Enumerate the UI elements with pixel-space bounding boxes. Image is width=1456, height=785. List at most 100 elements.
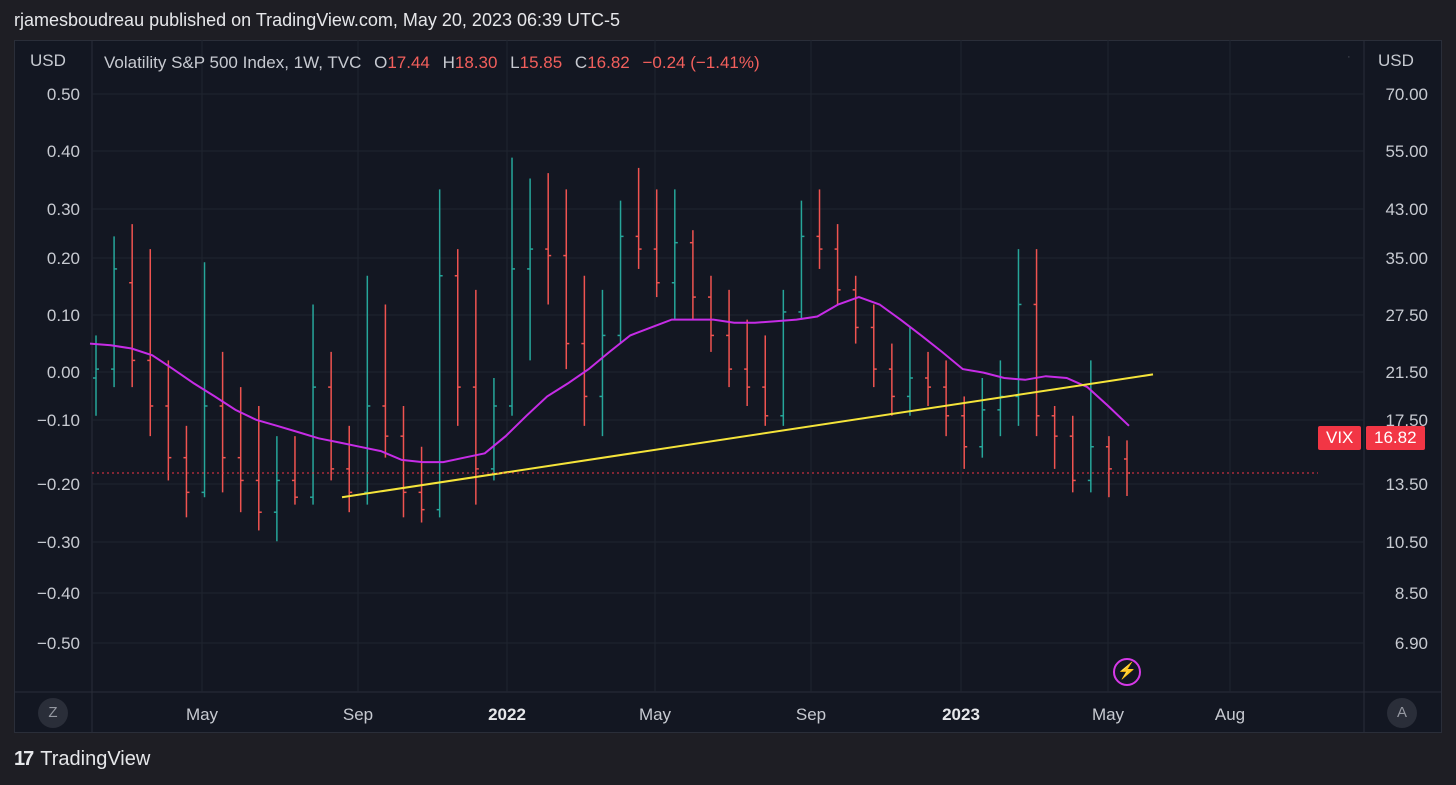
left-axis-tick: 0.50 bbox=[47, 85, 80, 104]
ohlc-bar bbox=[943, 360, 950, 437]
left-axis-tick: −0.40 bbox=[37, 584, 80, 603]
ohlc-bar bbox=[870, 304, 877, 388]
legend-low-label: L bbox=[510, 53, 520, 72]
ohlc-bar bbox=[888, 343, 895, 416]
legend-close-label: C bbox=[574, 53, 588, 72]
left-axis-tick: 0.30 bbox=[47, 200, 80, 219]
right-axis-tick: 13.50 bbox=[1385, 475, 1428, 494]
ohlc-bar bbox=[925, 351, 932, 406]
ohlc-bar bbox=[581, 275, 588, 426]
time-axis-tick: Sep bbox=[343, 705, 373, 724]
ohlc-bar bbox=[1087, 360, 1094, 493]
price-tag-symbol: VIX bbox=[1318, 426, 1362, 450]
ohlc-bar bbox=[147, 249, 154, 437]
ohlc-bar bbox=[382, 304, 389, 458]
legend-open-label: O bbox=[374, 53, 388, 72]
ohlc-bar bbox=[346, 425, 353, 513]
left-axis-tick: −0.20 bbox=[37, 475, 80, 494]
right-axis-tick: 6.90 bbox=[1395, 634, 1428, 653]
right-axis-tick: 8.50 bbox=[1395, 584, 1428, 603]
right-axis-unit: USD bbox=[1378, 51, 1414, 70]
time-axis[interactable]: May Sep 2022 May Sep 2023 May Aug bbox=[186, 705, 1245, 724]
ohlc-bar bbox=[255, 405, 262, 531]
time-axis-tick: Sep bbox=[796, 705, 826, 724]
ohlc-bar bbox=[291, 436, 298, 505]
ohlc-bar bbox=[834, 224, 841, 305]
chart-area[interactable]: 0.50 0.40 0.30 0.20 0.10 0.00 −0.10 −0.20 −0.30 −… bbox=[14, 40, 1442, 733]
publisher-line: rjamesboudreau published on TradingView.… bbox=[14, 10, 621, 30]
time-axis-tick: May bbox=[639, 705, 672, 724]
time-axis-tick: 2023 bbox=[942, 705, 980, 724]
ohlc-bar bbox=[852, 275, 859, 344]
ohlc-bar bbox=[1015, 249, 1022, 426]
ohlc-bar bbox=[707, 275, 714, 352]
ohlc-bar bbox=[1105, 436, 1112, 498]
ohlc-bar bbox=[689, 230, 696, 320]
ohlc-bar bbox=[653, 189, 660, 298]
legend-low-value: 15.85 bbox=[519, 53, 563, 72]
ohlc-bar bbox=[509, 157, 516, 416]
right-axis-tick: 43.00 bbox=[1385, 200, 1428, 219]
right-axis-tick: 70.00 bbox=[1385, 85, 1428, 104]
trendline[interactable] bbox=[341, 373, 1154, 499]
tradingview-brand-text: TradingView bbox=[40, 748, 151, 770]
ohlc-bars bbox=[93, 157, 1130, 542]
right-axis-tick: 55.00 bbox=[1385, 142, 1428, 161]
tradingview-brand[interactable]: 17 TradingView bbox=[14, 748, 150, 771]
ohlc-bar bbox=[1051, 405, 1058, 469]
ohlc-bar bbox=[129, 224, 136, 388]
left-axis[interactable]: 0.50 0.40 0.30 0.20 0.10 0.00 −0.10 −0.20 −0.30 −… bbox=[37, 85, 80, 653]
left-axis-tick: −0.30 bbox=[37, 533, 80, 552]
legend-change: −0.24 (−1.41%) bbox=[642, 53, 760, 72]
ohlc-bar bbox=[201, 262, 208, 498]
ohlc-bar bbox=[454, 249, 461, 426]
moving-average-line bbox=[89, 296, 1130, 464]
ohlc-bar bbox=[979, 378, 986, 458]
price-tag-value: 16.82 bbox=[1366, 426, 1425, 450]
time-axis-tick: May bbox=[1092, 705, 1125, 724]
left-axis-tick: 0.40 bbox=[47, 142, 80, 161]
ohlc-bar bbox=[798, 200, 805, 320]
right-axis-tick: 10.50 bbox=[1385, 533, 1428, 552]
ohlc-bar bbox=[816, 189, 823, 269]
legend-close-value: 16.82 bbox=[587, 53, 630, 72]
ohlc-bar bbox=[545, 173, 552, 305]
ohlc-bar bbox=[93, 335, 99, 416]
ohlc-bar bbox=[726, 289, 733, 388]
ohlc-bar bbox=[563, 189, 570, 370]
ohlc-bar bbox=[472, 289, 479, 505]
right-axis-tick: 27.50 bbox=[1385, 306, 1428, 325]
time-axis-tick: Aug bbox=[1215, 705, 1245, 724]
ohlc-bar bbox=[599, 289, 606, 437]
lightning-bolt-icon[interactable]: ⚡ bbox=[1113, 658, 1141, 686]
ohlc-bar bbox=[780, 289, 787, 426]
right-axis-tick: 21.50 bbox=[1385, 363, 1428, 382]
ohlc-bar bbox=[490, 378, 497, 481]
legend-symbol: Volatility S&P 500 Index, 1W, TVC bbox=[104, 53, 362, 72]
right-axis[interactable]: 70.00 55.00 43.00 35.00 27.50 21.50 17.50 13.50… bbox=[1385, 85, 1428, 653]
time-axis-tick: May bbox=[186, 705, 219, 724]
ohlc-bar bbox=[183, 425, 190, 518]
left-axis-tick: −0.10 bbox=[37, 411, 80, 430]
right-axis-tick: 17.50 bbox=[1385, 411, 1428, 430]
left-axis-tick: 0.00 bbox=[47, 363, 80, 382]
left-axis-tick: −0.50 bbox=[37, 634, 80, 653]
ohlc-bar bbox=[237, 387, 244, 513]
ohlc-bar bbox=[111, 236, 118, 388]
auto-scale-left-button[interactable]: Z bbox=[38, 698, 68, 728]
legend-open-value: 17.44 bbox=[387, 53, 430, 72]
ohlc-bar bbox=[635, 167, 642, 269]
grid-lines bbox=[92, 40, 1364, 692]
ohlc-bar bbox=[219, 351, 226, 493]
ohlc-bar bbox=[906, 327, 913, 416]
time-axis-tick: 2022 bbox=[488, 705, 526, 724]
auto-scale-right-button[interactable]: A bbox=[1387, 698, 1417, 728]
left-axis-tick: 0.20 bbox=[47, 249, 80, 268]
ohlc-bar bbox=[617, 200, 624, 344]
ohlc-bar bbox=[310, 304, 317, 505]
ohlc-bar bbox=[273, 436, 280, 542]
left-axis-tick: 0.10 bbox=[47, 306, 80, 325]
ohlc-bar bbox=[961, 396, 968, 469]
legend-high-label: H bbox=[442, 53, 455, 72]
ohlc-bar bbox=[364, 275, 371, 505]
